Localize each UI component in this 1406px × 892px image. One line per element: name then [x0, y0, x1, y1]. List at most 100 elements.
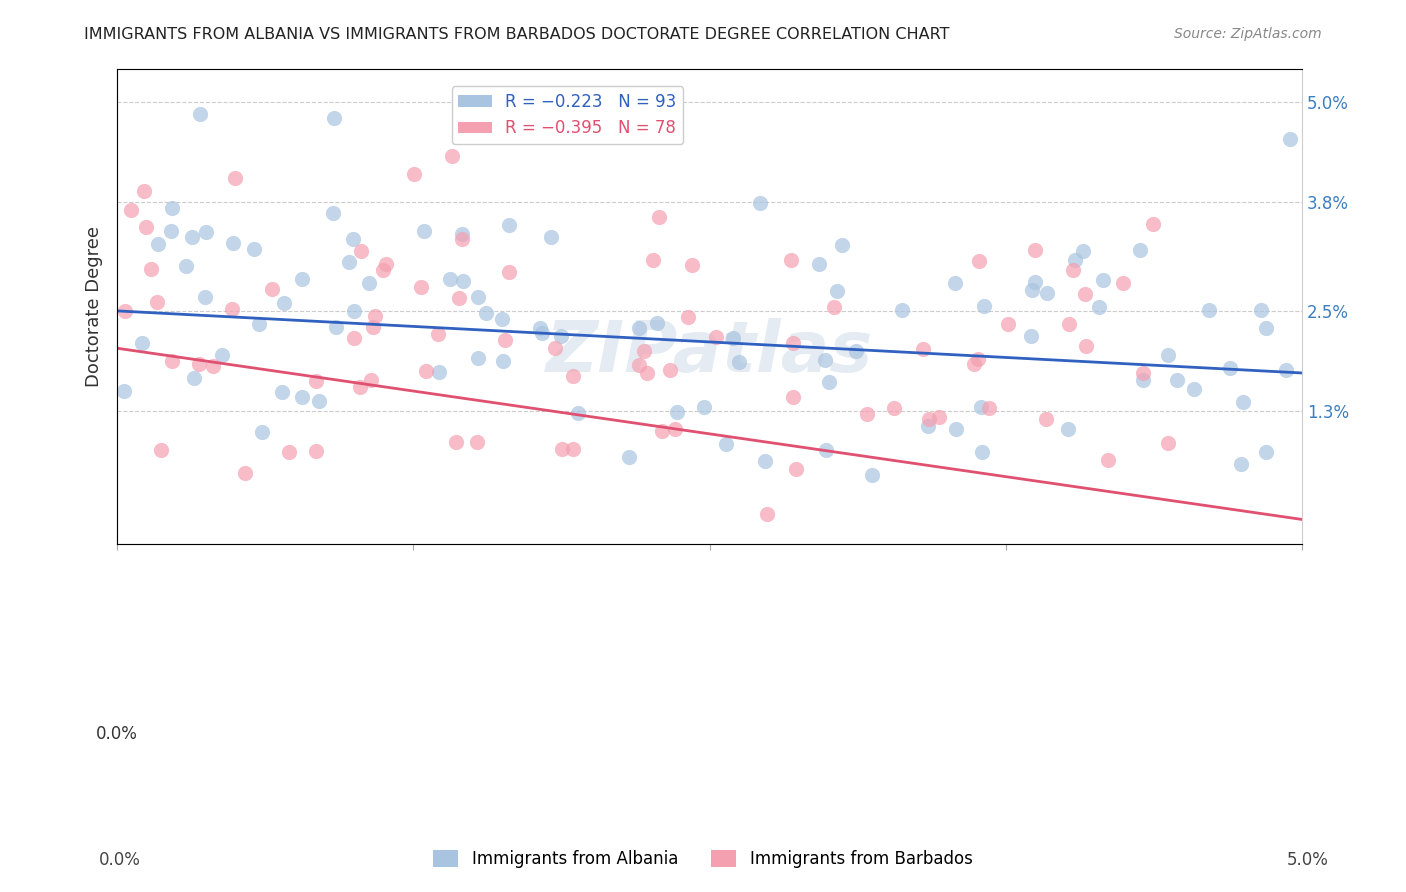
Point	[325, 320, 347, 334]
Point	[780, 252, 803, 267]
Point	[754, 454, 776, 468]
Point	[1097, 452, 1119, 467]
Point	[749, 196, 772, 211]
Point	[131, 336, 153, 351]
Point	[415, 364, 437, 378]
Text: Source: ZipAtlas.com: Source: ZipAtlas.com	[1174, 27, 1322, 41]
Point	[361, 319, 384, 334]
Point	[475, 103, 498, 117]
Point	[371, 262, 394, 277]
Point	[782, 390, 804, 404]
Point	[1129, 243, 1152, 257]
Point	[350, 244, 373, 258]
Point	[1056, 422, 1078, 436]
Point	[188, 357, 211, 371]
Point	[498, 265, 520, 279]
Point	[188, 107, 211, 121]
Legend: Immigrants from Albania, Immigrants from Barbados: Immigrants from Albania, Immigrants from…	[426, 843, 980, 875]
Point	[160, 353, 183, 368]
Point	[628, 358, 651, 372]
Point	[409, 280, 432, 294]
Point	[544, 341, 567, 355]
Point	[451, 227, 474, 242]
Point	[1254, 444, 1277, 458]
Point	[945, 422, 967, 436]
Point	[1092, 273, 1115, 287]
Point	[917, 419, 939, 434]
Point	[928, 409, 950, 424]
Point	[562, 369, 585, 384]
Point	[360, 373, 382, 387]
Point	[831, 238, 853, 252]
Point	[278, 445, 301, 459]
Point	[1157, 436, 1180, 450]
Text: IMMIGRANTS FROM ALBANIA VS IMMIGRANTS FROM BARBADOS DOCTORATE DEGREE CORRELATION: IMMIGRANTS FROM ALBANIA VS IMMIGRANTS FR…	[84, 27, 950, 42]
Point	[550, 328, 572, 343]
Point	[648, 211, 671, 225]
Point	[807, 257, 830, 271]
Point	[308, 394, 330, 409]
Point	[349, 380, 371, 394]
Point	[181, 229, 204, 244]
Point	[1166, 373, 1188, 387]
Point	[1088, 300, 1111, 314]
Point	[651, 424, 673, 438]
Point	[305, 443, 328, 458]
Point	[1024, 275, 1046, 289]
Point	[146, 236, 169, 251]
Point	[1036, 285, 1059, 300]
Point	[1157, 348, 1180, 362]
Point	[818, 375, 841, 389]
Point	[704, 329, 727, 343]
Point	[404, 167, 426, 181]
Point	[183, 371, 205, 385]
Point	[260, 282, 283, 296]
Point	[474, 306, 496, 320]
Point	[449, 291, 471, 305]
Point	[145, 295, 167, 310]
Point	[967, 352, 990, 367]
Point	[1132, 366, 1154, 380]
Point	[911, 343, 934, 357]
Point	[159, 224, 181, 238]
Point	[815, 442, 838, 457]
Point	[825, 284, 848, 298]
Point	[551, 442, 574, 456]
Point	[540, 229, 562, 244]
Point	[823, 300, 845, 314]
Point	[465, 434, 488, 449]
Point	[845, 344, 868, 359]
Point	[973, 299, 995, 313]
Point	[943, 277, 966, 291]
Point	[194, 290, 217, 304]
Point	[337, 255, 360, 269]
Point	[305, 375, 328, 389]
Point	[273, 296, 295, 310]
Point	[135, 220, 157, 235]
Point	[785, 462, 807, 476]
Point	[491, 311, 513, 326]
Y-axis label: Doctorate Degree: Doctorate Degree	[86, 226, 103, 387]
Point	[967, 254, 990, 268]
Point	[342, 231, 364, 245]
Point	[202, 359, 225, 373]
Point	[665, 405, 688, 419]
Point	[643, 252, 665, 267]
Point	[529, 320, 551, 334]
Point	[194, 225, 217, 239]
Point	[1142, 218, 1164, 232]
Point	[114, 303, 136, 318]
Point	[561, 442, 583, 456]
Point	[343, 331, 366, 345]
Point	[134, 184, 156, 198]
Point	[1132, 373, 1154, 387]
Point	[343, 304, 366, 318]
Point	[723, 331, 745, 345]
Point	[716, 437, 738, 451]
Point	[636, 366, 658, 380]
Legend: R = −0.223   N = 93, R = −0.395   N = 78: R = −0.223 N = 93, R = −0.395 N = 78	[451, 87, 683, 144]
Point	[222, 235, 245, 250]
Point	[1063, 252, 1085, 267]
Point	[467, 351, 489, 366]
Point	[498, 219, 520, 233]
